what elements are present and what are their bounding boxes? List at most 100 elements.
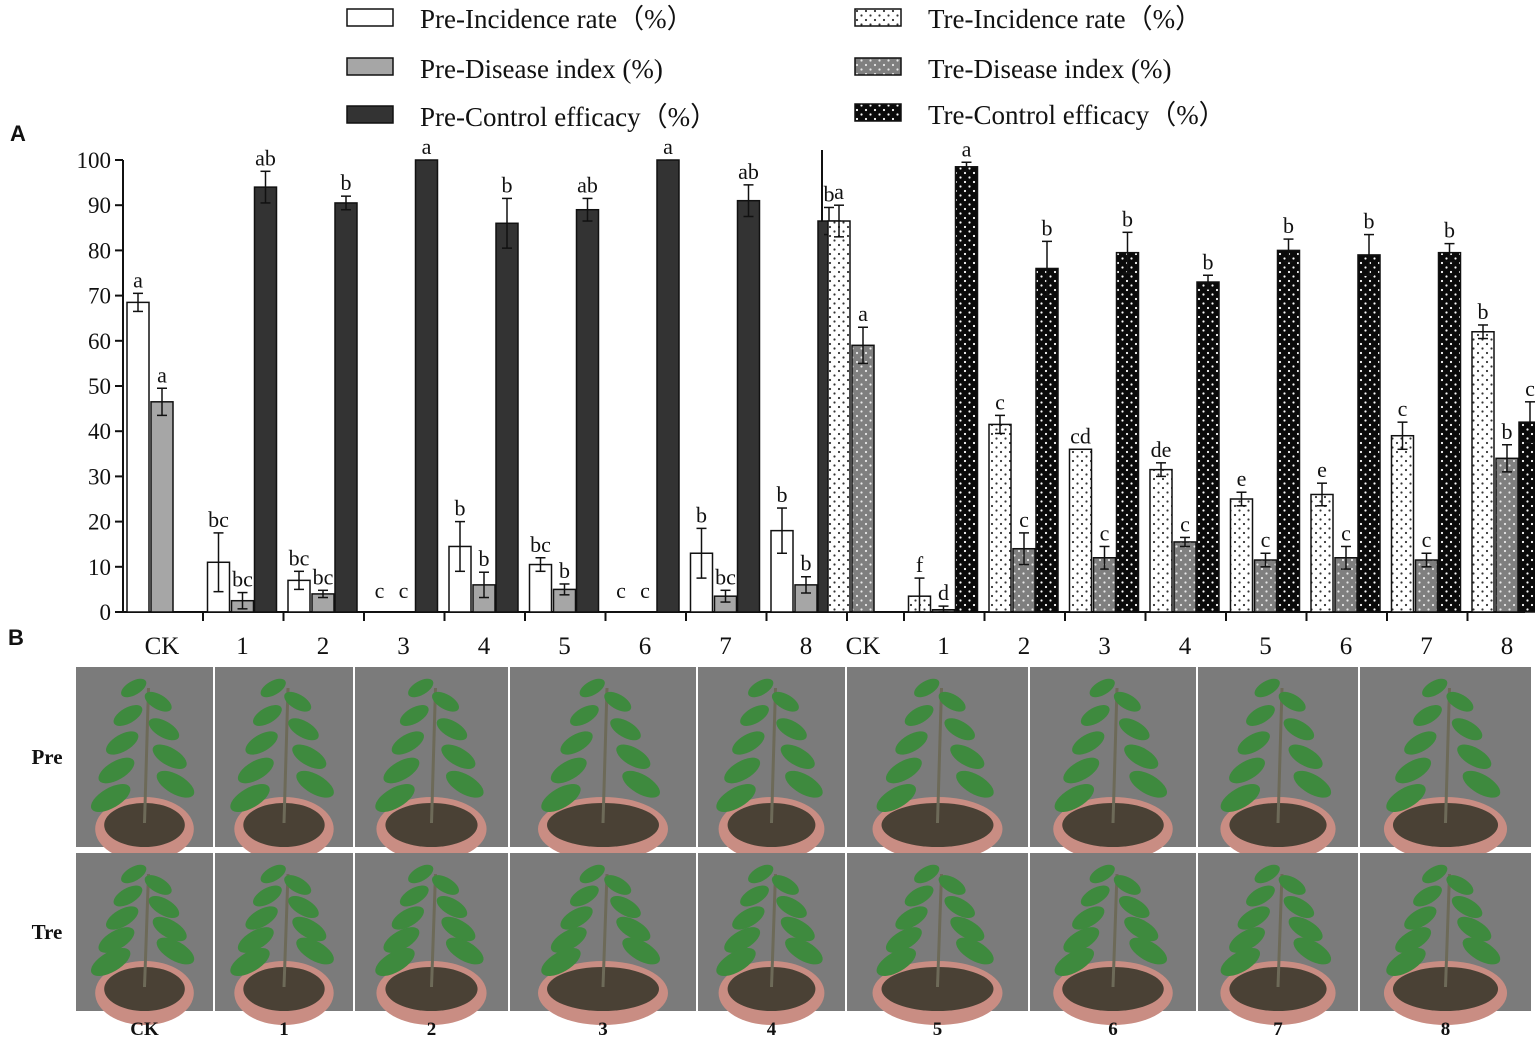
leaf [740,705,769,726]
bar-pre-s2 [414,159,439,613]
legend-item-pre-incidence: Pre-Incidence rate（%） [346,4,694,34]
bar-tre-s2 [1035,267,1059,613]
plant-photo [1030,667,1196,861]
leaf [441,916,476,942]
significance-letter: c [616,578,626,603]
significance-letter: b [1283,213,1294,238]
legend-swatch-tre-control [854,103,902,122]
significance-letter: de [1151,437,1172,462]
bar-pre-s2 [495,222,519,613]
leaf [1089,864,1115,884]
leaf [1229,757,1265,784]
stem [770,687,777,824]
bar-tre-s2 [1357,254,1381,613]
significance-letter: c [375,578,385,603]
stem [143,687,150,824]
plant-photo [847,667,1028,861]
stem [936,873,943,988]
leaf [284,691,312,712]
significance-letter: c [1100,520,1110,545]
legend-label-tre-incidence: Tre-Incidence rate（%） [928,4,1202,34]
leaf [904,885,934,907]
bar-tre-s0 [1310,493,1334,613]
significance-letter: a [663,134,673,159]
y-tick-label: 80 [88,238,111,263]
leaf [876,948,916,976]
leaf [950,916,985,942]
x-category-label: 8 [1501,633,1514,660]
significance-letter: a [422,134,432,159]
leaf [1246,705,1275,726]
soil [385,967,478,1011]
leaf [399,705,429,726]
soil [243,967,325,1011]
leaf [748,864,774,884]
leaf [1118,718,1150,741]
significance-letter: f [916,552,924,577]
leaf [253,705,282,726]
leaf [1229,927,1265,953]
significance-letter: c [1398,396,1408,421]
leaf [1386,948,1426,976]
stem [282,687,290,824]
soil [104,803,185,847]
significance-letter: b [1364,209,1375,234]
leaf [156,937,195,965]
leaf [445,770,484,798]
leaf [1404,906,1437,930]
leaf [1124,916,1159,942]
leaf [616,744,651,769]
leaf [441,744,476,769]
stem [282,873,290,988]
legend: Pre-Incidence rate（%） Pre-Disease index … [346,4,1226,132]
bar-tre-s2 [954,166,979,613]
soil [1062,967,1164,1011]
significance-letter: b [502,172,513,197]
leaf [1118,895,1150,919]
leaf [785,937,823,965]
soil [1229,803,1327,847]
leaf [1072,731,1105,755]
leaf [98,757,135,784]
soil [1229,967,1327,1011]
leaf [292,916,327,942]
leaf [292,744,327,769]
leaf [724,927,761,953]
legend-swatch-pre-disease [346,57,394,76]
significance-letter: c [1019,507,1029,532]
leaf [569,885,599,907]
leaf [1386,784,1426,812]
x-category-label: 4 [1179,633,1192,660]
plant-photo [1198,667,1358,861]
chart-bars [126,159,1535,613]
legend-item-pre-control: Pre-Control efficacy（%） [346,102,717,132]
leaf [148,718,180,741]
plant-photo [1198,853,1358,1025]
leaf [432,875,460,895]
leaf [296,937,334,965]
bar-tre-s1 [1414,559,1439,613]
leaf [152,744,187,769]
plant-photo [1360,853,1531,1025]
leaf [560,731,593,755]
leaf [383,757,420,784]
leaf [391,906,425,930]
significance-letter: bc [232,567,253,592]
panel-label-b: B [8,625,24,650]
plant-photo [698,667,845,861]
leaf [288,895,319,919]
x-category-label: 3 [397,633,410,660]
leaf [1288,744,1323,769]
bar-tre-s0 [1390,434,1415,613]
photo-row-label: Pre [31,745,62,769]
leaf [230,784,270,812]
leaf [1237,906,1270,930]
x-category-label: 7 [1420,633,1433,660]
x-category-label: CK [846,633,881,660]
stem [143,873,150,988]
leaf [604,691,632,712]
legend-label-pre-incidence: Pre-Incidence rate（%） [420,4,694,34]
leaf [604,875,632,895]
leaf [895,731,928,755]
bar-tre-s0 [827,220,851,613]
